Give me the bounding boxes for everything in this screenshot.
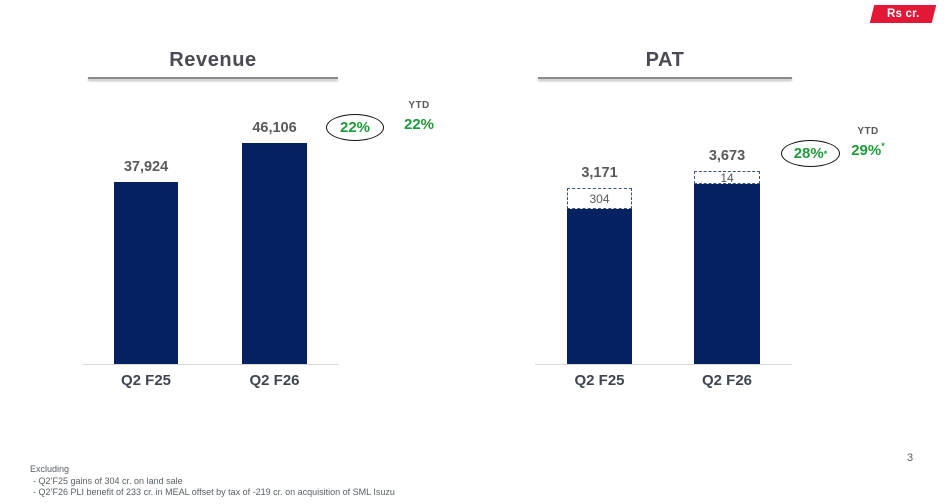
pat-ytd-label: YTD — [857, 126, 879, 137]
pat-bar-q2f26 — [694, 184, 760, 364]
revenue-bar-group-q2f25: 37,924 — [114, 159, 178, 364]
pat-bar-q2f25 — [567, 209, 632, 364]
unit-badge-label: Rs cr. — [886, 8, 920, 20]
revenue-ytd-value: 22% — [403, 116, 435, 133]
revenue-bar-q2f25 — [114, 182, 178, 364]
revenue-growth-value: 22% — [339, 119, 371, 136]
revenue-bar-q2f26 — [242, 143, 307, 364]
pat-category-q2f25: Q2 F25 — [574, 372, 625, 389]
pat-axis-line — [535, 364, 792, 365]
revenue-bar-group-q2f26: 46,106 — [242, 120, 307, 364]
pat-growth-value: 28% — [793, 145, 824, 162]
revenue-bar-value-q2f25: 37,924 — [123, 159, 169, 175]
pat-ytd-asterisk: * — [881, 141, 885, 151]
pat-ytd-value: 29%* — [851, 141, 885, 160]
revenue-category-q2f25: Q2 F25 — [120, 372, 172, 389]
pat-bar-value-q2f26: 3,673 — [708, 148, 746, 164]
pat-growth-circle: 28% * — [781, 140, 840, 167]
footnote-item: - Q2’F25 gains of 304 cr. on land sale — [33, 475, 183, 486]
footnote-item: - Q2’F26 PLI benefit of 233 cr. in MEAL … — [33, 487, 395, 497]
revenue-category-q2f26: Q2 F26 — [249, 372, 300, 389]
pat-bar-group-q2f26: 3,673 14 — [694, 148, 760, 364]
pat-excluded-box-q2f25: 304 — [567, 188, 632, 209]
revenue-growth-circle: 22% — [326, 114, 384, 141]
revenue-ytd-label: YTD — [408, 100, 430, 111]
footnotes-title: Excluding — [30, 464, 70, 474]
page-number: 3 — [906, 452, 914, 464]
unit-badge: Rs cr. — [869, 5, 937, 23]
pat-chart-title: PAT — [645, 49, 685, 71]
pat-bar-value-q2f25: 3,171 — [581, 165, 618, 181]
pat-category-q2f26: Q2 F26 — [701, 372, 753, 389]
pat-bar-group-q2f25: 3,171 304 — [567, 165, 632, 364]
revenue-chart-title: Revenue — [169, 49, 257, 71]
revenue-axis-line — [83, 364, 339, 365]
revenue-bar-value-q2f26: 46,106 — [252, 120, 297, 136]
pat-excluded-box-q2f26: 14 — [694, 171, 760, 184]
revenue-title-underline — [88, 77, 338, 79]
pat-title-underline — [538, 77, 792, 79]
footnotes: Excluding - Q2’F25 gains of 304 cr. on l… — [30, 464, 395, 499]
